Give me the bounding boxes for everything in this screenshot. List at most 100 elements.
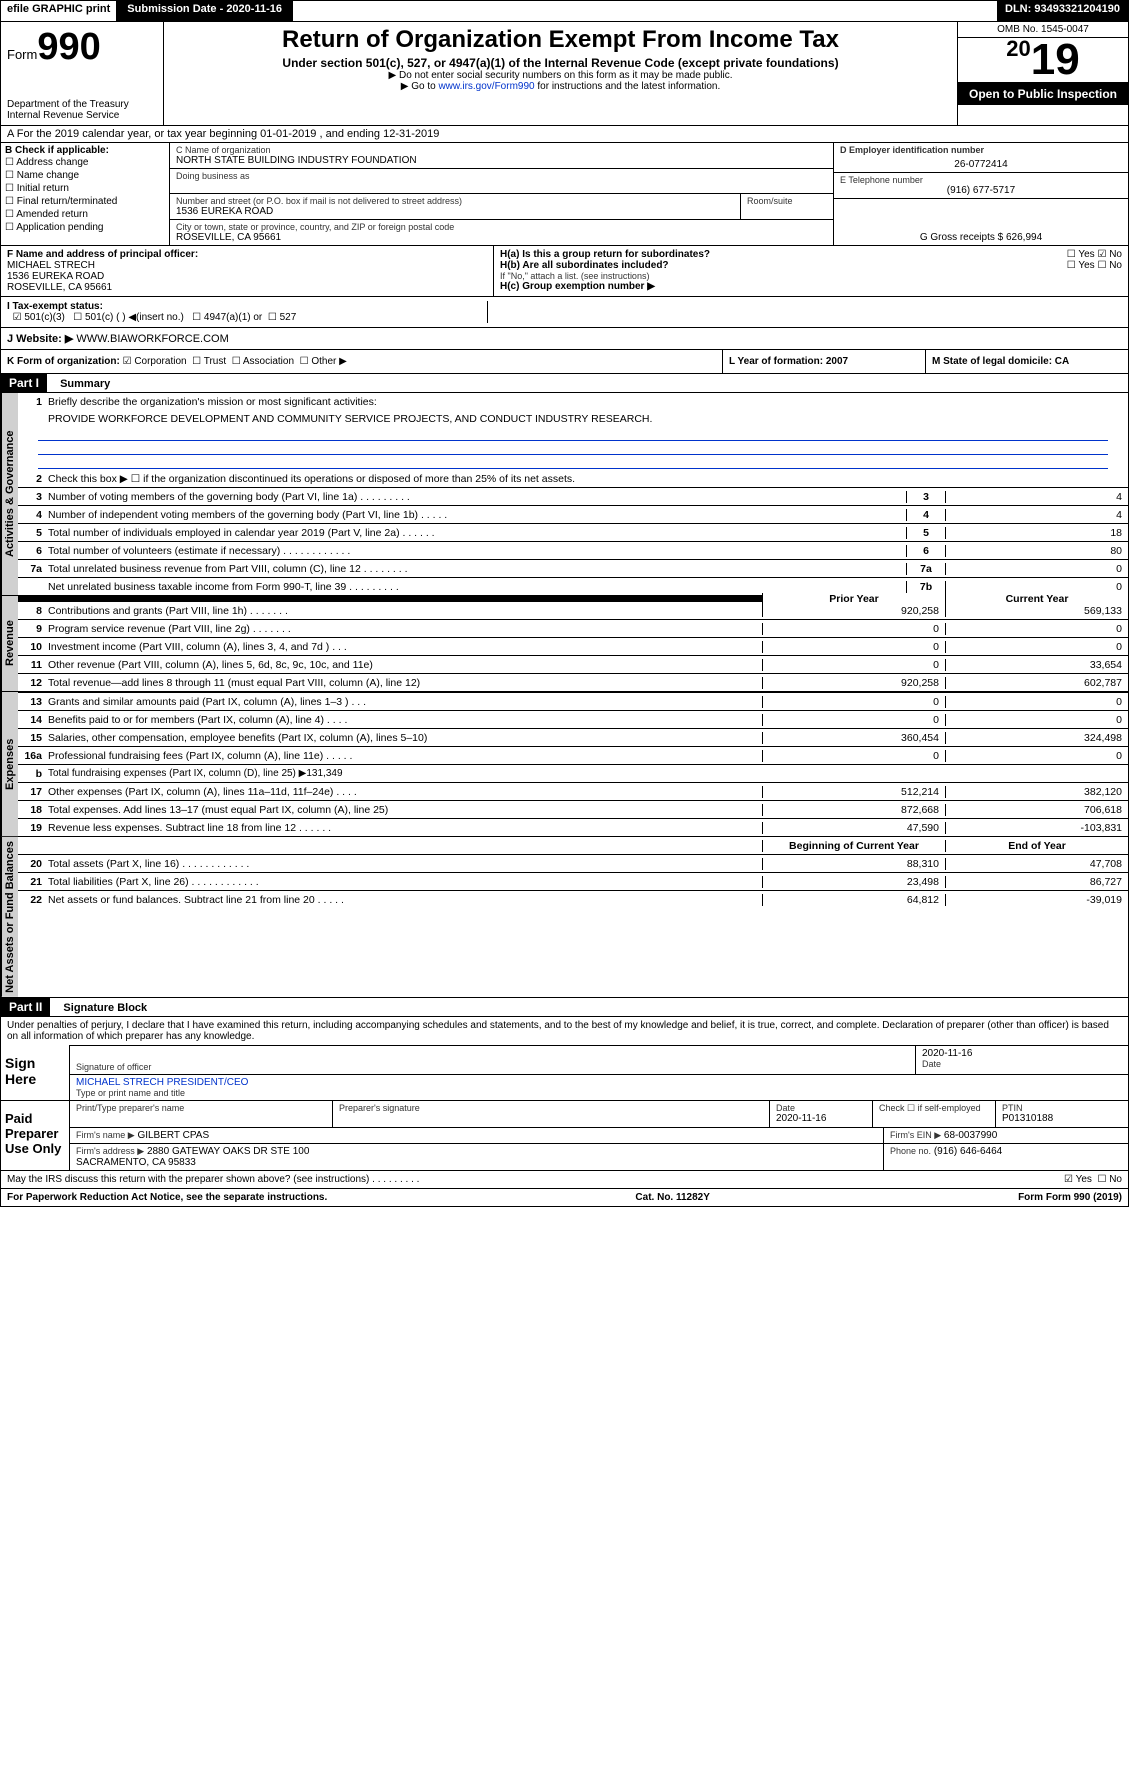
line8: Contributions and grants (Part VIII, lin…	[46, 605, 762, 617]
dba-lbl: Doing business as	[176, 171, 827, 181]
sig-date: 2020-11-16	[922, 1048, 1122, 1059]
officer-addr2: ROSEVILLE, CA 95661	[7, 282, 487, 293]
line18: Total expenses. Add lines 13–17 (must eq…	[46, 804, 762, 816]
j-lbl: J Website: ▶	[7, 333, 73, 345]
c-name-lbl: C Name of organization	[176, 145, 827, 155]
info-block: B Check if applicable: Address change Na…	[0, 143, 1129, 246]
discuss-no[interactable]: No	[1097, 1174, 1122, 1185]
summary-netassets: Net Assets or Fund Balances Beginning of…	[0, 837, 1129, 998]
hb-no[interactable]: No	[1097, 260, 1122, 271]
date-lbl: Date	[922, 1059, 1122, 1069]
topbar: efile GRAPHIC print Submission Date - 20…	[0, 0, 1129, 22]
efile-label: efile GRAPHIC print	[1, 1, 117, 21]
submission-date: Submission Date - 2020-11-16	[117, 1, 293, 21]
form-990: 990	[37, 26, 100, 68]
col-prior: Prior Year	[762, 593, 945, 605]
part2-title: Signature Block	[53, 1002, 147, 1014]
org-name: NORTH STATE BUILDING INDUSTRY FOUNDATION	[176, 155, 827, 166]
subtitle1: Under section 501(c), 527, or 4947(a)(1)…	[168, 56, 953, 70]
website-val: WWW.BIAWORKFORCE.COM	[76, 333, 228, 345]
ha-yes[interactable]: Yes	[1067, 249, 1095, 260]
dept-treasury: Department of the Treasury Internal Reve…	[7, 99, 157, 121]
room-lbl: Room/suite	[747, 196, 827, 206]
discuss-yes[interactable]: Yes	[1064, 1174, 1092, 1185]
hb-line: H(b) Are all subordinates included? Yes …	[500, 260, 1122, 271]
chk-527[interactable]: 527	[268, 312, 296, 323]
i-lbl: I Tax-exempt status:	[7, 301, 103, 312]
summary-expenses: Expenses 13Grants and similar amounts pa…	[0, 692, 1129, 837]
blank-line	[38, 442, 1108, 455]
website-line: J Website: ▶ WWW.BIAWORKFORCE.COM	[0, 328, 1129, 350]
chk-501c[interactable]: 501(c) ( ) ◀(insert no.)	[73, 312, 184, 323]
val3: 4	[945, 491, 1128, 503]
part2-header: Part II Signature Block	[0, 998, 1129, 1017]
line5: Total number of individuals employed in …	[46, 527, 906, 539]
line10: Investment income (Part VIII, column (A)…	[46, 641, 762, 653]
tax-status: I Tax-exempt status: 501(c)(3) 501(c) ( …	[0, 297, 1129, 328]
chk-other[interactable]: Other ▶	[300, 356, 347, 367]
signer-name[interactable]: MICHAEL STRECH PRESIDENT/CEO	[76, 1077, 248, 1088]
line16a: Professional fundraising fees (Part IX, …	[46, 750, 762, 762]
self-emp[interactable]: Check ☐ if self-employed	[879, 1103, 989, 1114]
line7b: Net unrelated business taxable income fr…	[46, 581, 906, 593]
street-addr: 1536 EUREKA ROAD	[176, 206, 734, 217]
line11: Other revenue (Part VIII, column (A), li…	[46, 659, 762, 671]
line9: Program service revenue (Part VIII, line…	[46, 623, 762, 635]
officer-addr1: 1536 EUREKA ROAD	[7, 271, 487, 282]
summary-revenue: Revenue Prior YearCurrent Year 8Contribu…	[0, 596, 1129, 692]
gross-receipts: G Gross receipts $ 626,994	[920, 232, 1042, 243]
hb-note: If "No," attach a list. (see instruction…	[500, 271, 1122, 281]
chk-corp[interactable]: Corporation	[123, 356, 187, 367]
footer-mid: Cat. No. 11282Y	[635, 1192, 709, 1203]
line4: Number of independent voting members of …	[46, 509, 906, 521]
pdate-lbl: Date	[776, 1103, 866, 1113]
form-header: Form990 Department of the Treasury Inter…	[0, 22, 1129, 126]
chk-4947[interactable]: 4947(a)(1) or	[192, 312, 262, 323]
form-label: Form	[7, 47, 37, 62]
city-addr: ROSEVILLE, CA 95661	[176, 232, 827, 243]
chk-assoc[interactable]: Association	[232, 356, 294, 367]
subtitle2: ▶ Do not enter social security numbers o…	[168, 70, 953, 81]
ha-no[interactable]: No	[1097, 249, 1122, 260]
val5: 18	[945, 527, 1128, 539]
ha-line: H(a) Is this a group return for subordin…	[500, 249, 1122, 260]
k-lbl: K Form of organization:	[7, 356, 120, 367]
col-end: End of Year	[945, 840, 1128, 852]
chk-amended[interactable]: Amended return	[5, 208, 165, 221]
open-inspection: Open to Public Inspection	[958, 82, 1128, 105]
line22: Net assets or fund balances. Subtract li…	[46, 894, 762, 906]
hb-yes[interactable]: Yes	[1067, 260, 1095, 271]
paid-preparer-side: Paid Preparer Use Only	[1, 1101, 70, 1170]
k-line: K Form of organization: Corporation Trus…	[0, 350, 1129, 374]
chk-address[interactable]: Address change	[5, 156, 165, 169]
part2-tag: Part II	[1, 998, 50, 1016]
val7a: 0	[945, 563, 1128, 575]
part1-tag: Part I	[1, 374, 47, 392]
line12: Total revenue—add lines 8 through 11 (mu…	[46, 677, 762, 689]
line7a: Total unrelated business revenue from Pa…	[46, 563, 906, 575]
tax-year: 2019	[958, 38, 1128, 82]
firm-name: Firm's name ▶ GILBERT CPAS	[70, 1128, 884, 1143]
firm-ein: Firm's EIN ▶ 68-0037990	[884, 1128, 1128, 1143]
val6: 80	[945, 545, 1128, 557]
chk-name[interactable]: Name change	[5, 169, 165, 182]
chk-trust[interactable]: Trust	[192, 356, 226, 367]
footer-right: Form Form 990 (2019)	[1018, 1192, 1122, 1203]
chk-initial[interactable]: Initial return	[5, 182, 165, 195]
pdate: 2020-11-16	[776, 1113, 866, 1124]
mission-text: PROVIDE WORKFORCE DEVELOPMENT AND COMMUN…	[46, 413, 1128, 425]
chk-pending[interactable]: Application pending	[5, 221, 165, 234]
b-label: B Check if applicable:	[5, 145, 165, 156]
line21: Total liabilities (Part X, line 26) . . …	[46, 876, 762, 888]
side-expenses: Expenses	[1, 692, 18, 836]
part1-header: Part I Summary	[0, 374, 1129, 393]
signature-block: Under penalties of perjury, I declare th…	[0, 1017, 1129, 1189]
sign-here: Sign Here	[1, 1045, 70, 1100]
perjury-text: Under penalties of perjury, I declare th…	[1, 1017, 1128, 1045]
irs-link[interactable]: www.irs.gov/Form990	[438, 81, 534, 92]
chk-final[interactable]: Final return/terminated	[5, 195, 165, 208]
chk-501c3[interactable]: 501(c)(3)	[13, 312, 65, 323]
line14: Benefits paid to or for members (Part IX…	[46, 714, 762, 726]
val7b: 0	[945, 581, 1128, 593]
part1-title: Summary	[50, 378, 110, 390]
